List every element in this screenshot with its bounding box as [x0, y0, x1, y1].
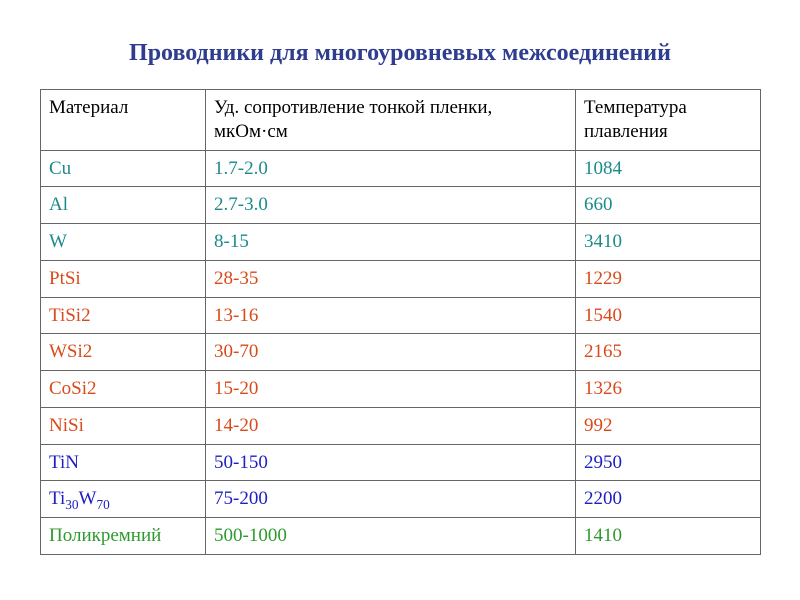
table-row: TiN50-1502950 — [41, 444, 761, 481]
slide: Проводники для многоуровневых межсоедине… — [0, 0, 800, 555]
cell-melting: 1410 — [576, 518, 761, 555]
table-row: W8-153410 — [41, 224, 761, 261]
cell-material: NiSi — [41, 407, 206, 444]
cell-material: PtSi — [41, 260, 206, 297]
cell-resistivity: 8-15 — [206, 224, 576, 261]
cell-resistivity: 1.7-2.0 — [206, 150, 576, 187]
col-melting: Температура плавления — [576, 90, 761, 151]
table-row: Al2.7-3.0660 — [41, 187, 761, 224]
cell-resistivity: 30-70 — [206, 334, 576, 371]
page-title: Проводники для многоуровневых межсоедине… — [40, 40, 760, 67]
cell-material: Ti30W70 — [41, 481, 206, 518]
cell-resistivity: 75-200 — [206, 481, 576, 518]
cell-melting: 1229 — [576, 260, 761, 297]
cell-melting: 1540 — [576, 297, 761, 334]
cell-melting: 3410 — [576, 224, 761, 261]
cell-material: W — [41, 224, 206, 261]
col-resistivity: Уд. сопротивление тонкой пленки, мкОм·см — [206, 90, 576, 151]
cell-resistivity: 28-35 — [206, 260, 576, 297]
cell-melting: 2165 — [576, 334, 761, 371]
cell-material: TiN — [41, 444, 206, 481]
cell-material: Поликремний — [41, 518, 206, 555]
cell-resistivity: 2.7-3.0 — [206, 187, 576, 224]
table-row: Поликремний500-10001410 — [41, 518, 761, 555]
cell-resistivity: 14-20 — [206, 407, 576, 444]
cell-melting: 992 — [576, 407, 761, 444]
cell-material: CoSi2 — [41, 371, 206, 408]
table-header-row: Материал Уд. сопротивление тонкой пленки… — [41, 90, 761, 151]
table-row: Ti30W7075-2002200 — [41, 481, 761, 518]
cell-melting: 1084 — [576, 150, 761, 187]
table-row: PtSi28-351229 — [41, 260, 761, 297]
table-row: TiSi213-161540 — [41, 297, 761, 334]
cell-melting: 660 — [576, 187, 761, 224]
table-row: NiSi14-20992 — [41, 407, 761, 444]
table-row: Cu1.7-2.01084 — [41, 150, 761, 187]
table-row: WSi230-702165 — [41, 334, 761, 371]
cell-melting: 2950 — [576, 444, 761, 481]
cell-resistivity: 15-20 — [206, 371, 576, 408]
cell-melting: 1326 — [576, 371, 761, 408]
cell-material: TiSi2 — [41, 297, 206, 334]
cell-material: WSi2 — [41, 334, 206, 371]
cell-melting: 2200 — [576, 481, 761, 518]
cell-resistivity: 500-1000 — [206, 518, 576, 555]
materials-table: Материал Уд. сопротивление тонкой пленки… — [40, 89, 761, 555]
cell-material: Cu — [41, 150, 206, 187]
col-material: Материал — [41, 90, 206, 151]
table-row: CoSi215-201326 — [41, 371, 761, 408]
cell-material: Al — [41, 187, 206, 224]
cell-resistivity: 50-150 — [206, 444, 576, 481]
cell-resistivity: 13-16 — [206, 297, 576, 334]
